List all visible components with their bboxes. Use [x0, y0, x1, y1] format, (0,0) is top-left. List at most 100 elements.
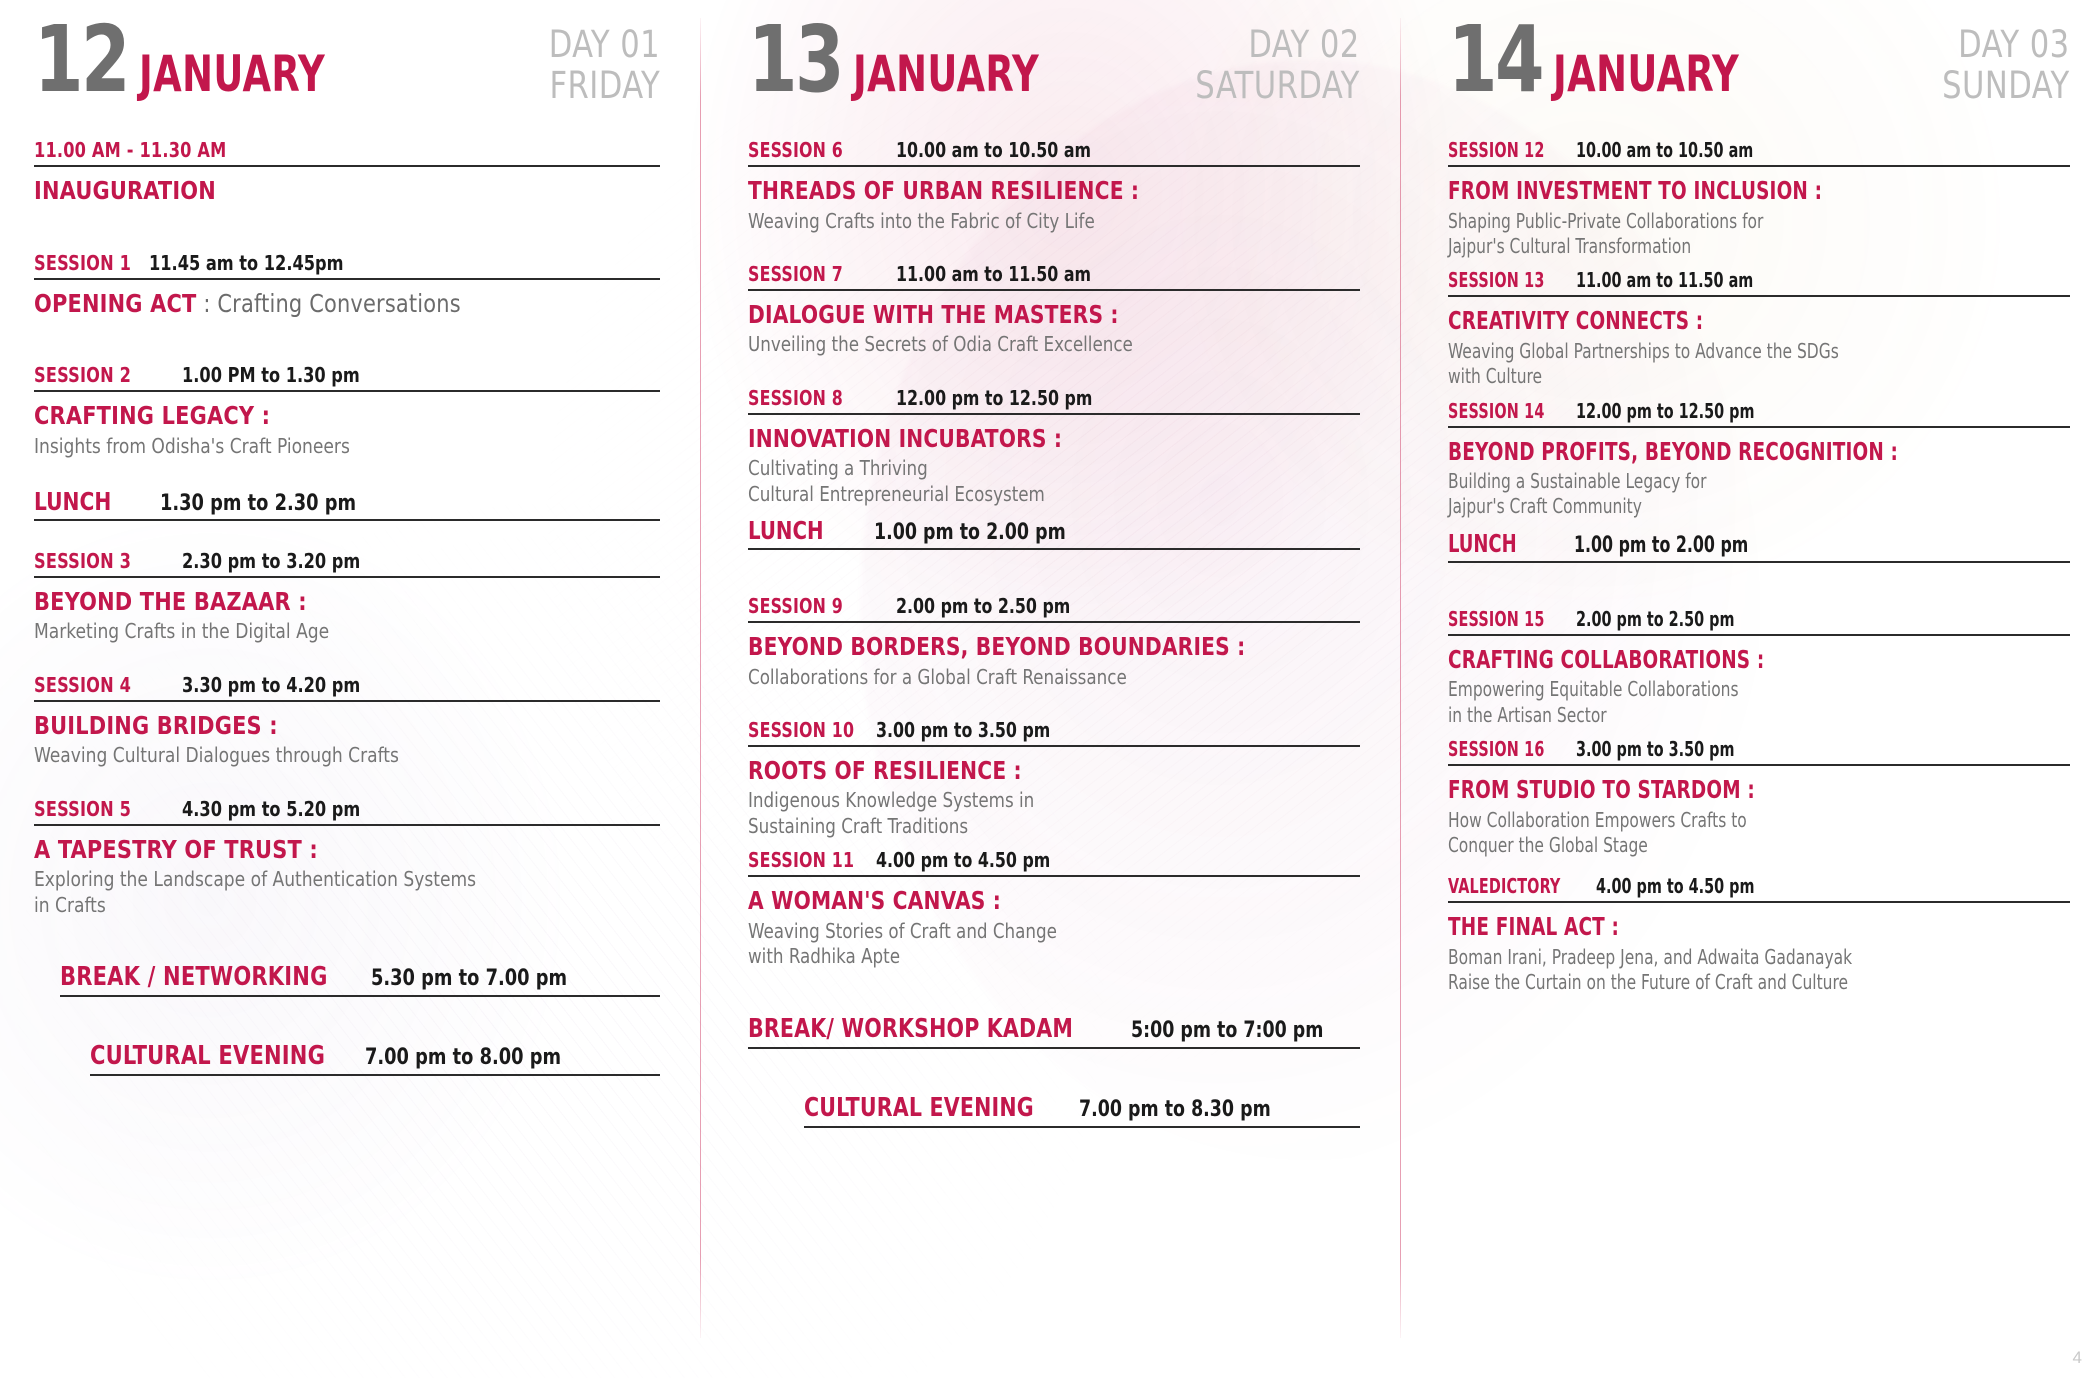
session-meta: SESSION 6 10.00 am to 10.50 am — [748, 138, 1360, 167]
page-number: 4 — [2072, 1348, 2082, 1367]
session-meta: SESSION 12 10.00 am to 10.50 am — [1448, 138, 2070, 167]
session-item[interactable]: SESSION 12 10.00 am to 10.50 am FROM INV… — [1448, 138, 2070, 259]
lunch-meta: LUNCH 1.00 pm to 2.00 pm — [748, 516, 1360, 551]
session-item[interactable]: 11.00 AM - 11.30 AM INAUGURATION — [34, 138, 660, 207]
day-meta-2: DAY 02 SATURDAY — [1196, 18, 1360, 107]
session-title: BEYOND BORDERS, BEYOND BOUNDARIES : — [748, 632, 1246, 662]
day-header-1: 12 JANUARY DAY 01 FRIDAY — [34, 14, 660, 134]
day-label: DAY 03 — [1958, 23, 2070, 66]
break-label: BREAK / NETWORKING — [60, 961, 328, 992]
session-title: INNOVATION INCUBATORS : — [748, 423, 1063, 453]
session-item[interactable]: SESSION 15 2.00 pm to 2.50 pm CRAFTING C… — [1448, 607, 2070, 728]
session-item[interactable]: SESSION 16 3.00 pm to 3.50 pm FROM STUDI… — [1448, 737, 2070, 858]
day-label: DAY 01 — [548, 23, 660, 66]
session-subtitle: Cultivating a Thriving Cultural Entrepre… — [748, 456, 1045, 506]
session-time: 11.00 am to 11.50 am — [895, 261, 1091, 286]
lunch-item[interactable]: LUNCH 1.00 pm to 2.00 pm — [1448, 529, 2070, 563]
break-item[interactable]: BREAK / NETWORKING 5.30 pm to 7.00 pm — [34, 962, 660, 997]
session-label: SESSION 1 — [34, 250, 132, 275]
cultural-evening-meta: CULTURAL EVENING 7.00 pm to 8.30 pm — [804, 1093, 1360, 1128]
session-item[interactable]: SESSION 8 12.00 pm to 12.50 pm INNOVATIO… — [748, 386, 1360, 507]
session-meta: 11.00 AM - 11.30 AM — [34, 138, 660, 167]
session-list-3: SESSION 12 10.00 am to 10.50 am FROM INV… — [1448, 138, 2070, 996]
session-item[interactable]: SESSION 10 3.00 pm to 3.50 pm ROOTS OF R… — [748, 718, 1360, 839]
valedictory-label: VALEDICTORY — [1448, 874, 1561, 899]
break-meta: BREAK / NETWORKING 5.30 pm to 7.00 pm — [60, 962, 660, 997]
session-item[interactable]: SESSION 6 10.00 am to 10.50 am THREADS O… — [748, 138, 1360, 234]
session-label: SESSION 7 — [748, 261, 843, 286]
session-time: 3.30 pm to 4.20 pm — [181, 672, 361, 697]
session-label: 11.00 AM - 11.30 AM — [34, 138, 227, 162]
date-heading-1: 12 JANUARY — [34, 14, 366, 106]
session-item[interactable]: SESSION 9 2.00 pm to 2.50 pm BEYOND BORD… — [748, 594, 1360, 690]
session-label: SESSION 14 — [1448, 398, 1545, 423]
session-meta: SESSION 16 3.00 pm to 3.50 pm — [1448, 737, 2070, 767]
session-time: 10.00 am to 10.50 am — [1575, 138, 1753, 162]
date-month: JANUARY — [139, 45, 326, 103]
session-label: SESSION 6 — [748, 138, 843, 162]
break-item[interactable]: BREAK/ WORKSHOP KADAM 5:00 pm to 7:00 pm — [748, 1014, 1360, 1049]
date-month: JANUARY — [1553, 45, 1740, 103]
session-time: 11.45 am to 12.45pm — [148, 250, 344, 275]
session-subtitle: Unveiling the Secrets of Odia Craft Exce… — [748, 332, 1133, 357]
lunch-time: 1.00 pm to 2.00 pm — [873, 520, 1066, 546]
lunch-label: LUNCH — [1448, 528, 1517, 558]
session-item[interactable]: SESSION 14 12.00 pm to 12.50 pm BEYOND P… — [1448, 399, 2070, 520]
session-time: 12.00 pm to 12.50 pm — [1575, 398, 1755, 423]
session-time: 2.30 pm to 3.20 pm — [181, 548, 361, 573]
lunch-label: LUNCH — [748, 516, 824, 546]
session-subtitle: Weaving Global Partnerships to Advance t… — [1448, 338, 1839, 389]
session-title-tail: : Crafting Conversations — [196, 288, 461, 318]
session-item[interactable]: SESSION 7 11.00 am to 11.50 am DIALOGUE … — [748, 262, 1360, 358]
cultural-evening-item[interactable]: CULTURAL EVENING 7.00 pm to 8.30 pm — [748, 1093, 1360, 1128]
day-meta-3: DAY 03 SUNDAY — [1942, 18, 2070, 107]
session-time: 3.00 pm to 3.50 pm — [875, 717, 1050, 742]
cultural-evening-item[interactable]: CULTURAL EVENING 7.00 pm to 8.00 pm — [34, 1041, 660, 1076]
break-time: 5:00 pm to 7:00 pm — [1131, 1017, 1324, 1043]
session-title: THE FINAL ACT : — [1448, 912, 1620, 942]
lunch-item[interactable]: LUNCH 1.30 pm to 2.30 pm — [34, 487, 660, 521]
date-heading-3: 14 JANUARY — [1448, 6, 1780, 113]
session-item[interactable]: SESSION 13 11.00 am to 11.50 am CREATIVI… — [1448, 268, 2070, 389]
session-meta: SESSION 1 11.45 am to 12.45pm — [34, 251, 660, 280]
session-item[interactable]: SESSION 1 11.45 am to 12.45pm OPENING AC… — [34, 251, 660, 320]
session-subtitle: Empowering Equitable Collaborations in t… — [1448, 677, 1739, 727]
session-meta: SESSION 9 2.00 pm to 2.50 pm — [748, 594, 1360, 624]
lunch-time: 1.30 pm to 2.30 pm — [159, 490, 356, 516]
cultural-evening-meta: CULTURAL EVENING 7.00 pm to 8.00 pm — [90, 1041, 660, 1076]
session-time: 12.00 pm to 12.50 pm — [895, 385, 1093, 410]
session-time: 3.00 pm to 3.50 pm — [1575, 737, 1735, 762]
session-subtitle: Weaving Crafts into the Fabric of City L… — [748, 208, 1095, 233]
session-item[interactable]: SESSION 11 4.00 pm to 4.50 pm A WOMAN'S … — [748, 848, 1360, 969]
session-subtitle: Exploring the Landscape of Authenticatio… — [34, 867, 477, 917]
day-column-3: 14 JANUARY DAY 03 SUNDAY SESSION 12 10.0… — [1400, 0, 2100, 1378]
session-item[interactable]: SESSION 2 1.00 PM to 1.30 pm CRAFTING LE… — [34, 363, 660, 459]
session-subtitle: Weaving Cultural Dialogues through Craft… — [34, 743, 399, 768]
session-meta: SESSION 4 3.30 pm to 4.20 pm — [34, 673, 660, 702]
session-title-main: OPENING ACT — [34, 288, 197, 318]
session-subtitle: Building a Sustainable Legacy for Jajpur… — [1448, 469, 1707, 519]
session-time: 10.00 am to 10.50 am — [895, 138, 1091, 162]
session-label: SESSION 11 — [748, 848, 855, 873]
session-time: 4.00 pm to 4.50 pm — [875, 848, 1050, 873]
session-subtitle: Shaping Public-Private Collaborations fo… — [1448, 208, 1764, 258]
session-meta: SESSION 10 3.00 pm to 3.50 pm — [748, 718, 1360, 747]
session-meta: SESSION 3 2.30 pm to 3.20 pm — [34, 549, 660, 578]
session-title: BEYOND THE BAZAAR : — [34, 586, 307, 616]
session-label: SESSION 9 — [748, 594, 843, 619]
session-item[interactable]: SESSION 4 3.30 pm to 4.20 pm BUILDING BR… — [34, 673, 660, 769]
session-item[interactable]: SESSION 5 4.30 pm to 5.20 pm A TAPESTRY … — [34, 797, 660, 918]
session-list-2: SESSION 6 10.00 am to 10.50 am THREADS O… — [748, 138, 1360, 1128]
session-item[interactable]: SESSION 3 2.30 pm to 3.20 pm BEYOND THE … — [34, 549, 660, 645]
session-title: CREATIVITY CONNECTS : — [1448, 306, 1704, 336]
session-subtitle: Collaborations for a Global Craft Renais… — [748, 664, 1127, 689]
date-number: 14 — [1448, 6, 1544, 113]
day-column-2: 13 JANUARY DAY 02 SATURDAY SESSION 6 10.… — [700, 0, 1400, 1378]
session-title: CRAFTING COLLABORATIONS : — [1448, 644, 1765, 674]
valedictory-time: 4.00 pm to 4.50 pm — [1595, 874, 1755, 899]
cultural-evening-label: CULTURAL EVENING — [90, 1040, 326, 1071]
day-header-3: 14 JANUARY DAY 03 SUNDAY — [1448, 6, 2070, 134]
valedictory-item[interactable]: VALEDICTORY 4.00 pm to 4.50 pm THE FINAL… — [1448, 874, 2070, 995]
weekday-label: SUNDAY — [1942, 64, 2070, 108]
lunch-item[interactable]: LUNCH 1.00 pm to 2.00 pm — [748, 516, 1360, 551]
